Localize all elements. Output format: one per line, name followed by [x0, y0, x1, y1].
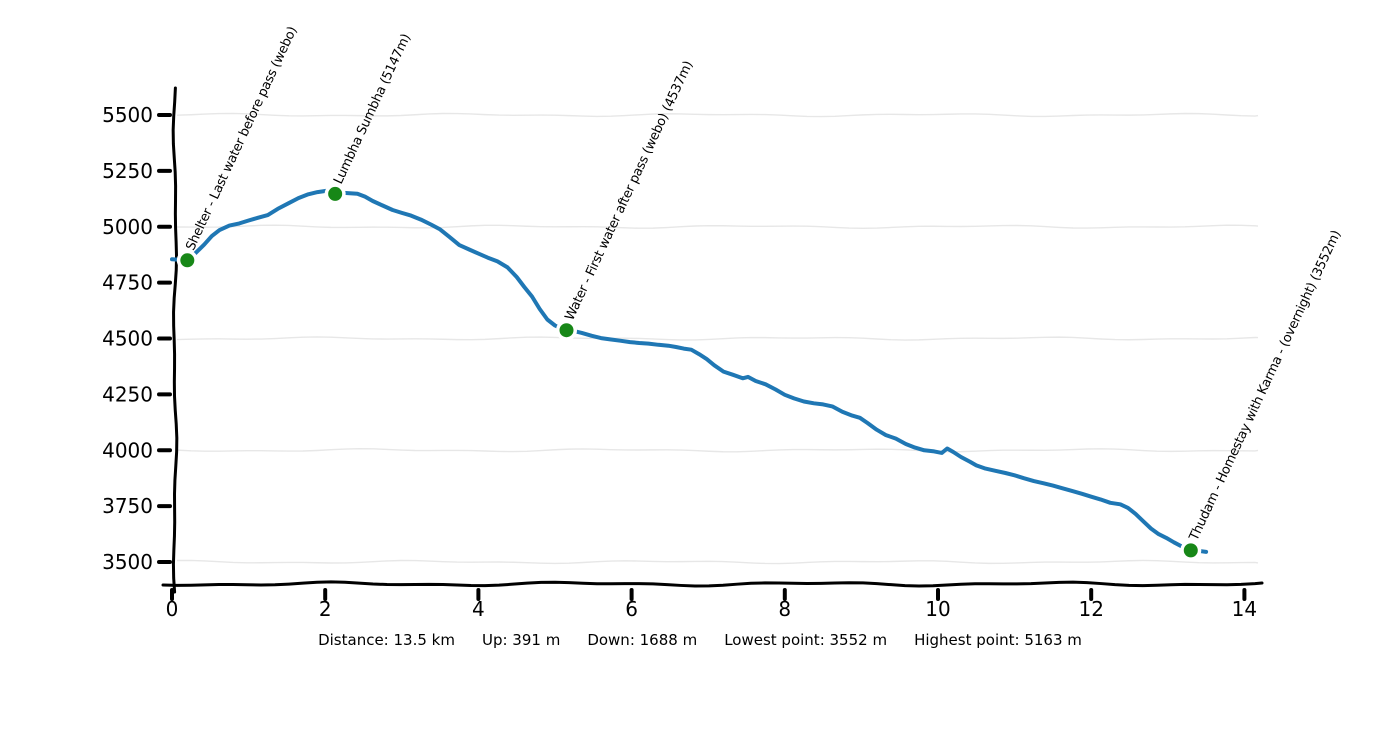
x-tick-label: 14: [1232, 597, 1257, 621]
y-tick-label: 5000: [102, 215, 153, 239]
y-tick-label: 3750: [102, 494, 153, 518]
gridline: [176, 336, 1259, 341]
waypoint-label: Thudam - Homestay with Karma - (overnigh…: [1186, 228, 1344, 544]
waypoint-marker: [328, 186, 343, 201]
stat-up: Up: 391 m: [481, 631, 561, 649]
stat-lowest-point: Lowest point: 3552 m: [724, 631, 888, 649]
waypoint-marker: [559, 323, 574, 338]
x-tick-label: 10: [925, 597, 950, 621]
stats-bar: Distance: 13.5 km Up: 391 m Down: 1688 m…: [0, 631, 1400, 649]
waypoint-label: Lumbha Sumbha (5147m): [331, 32, 414, 187]
stat-highest-point: Highest point: 5163 m: [914, 631, 1082, 649]
y-tick-label: 3500: [102, 550, 153, 574]
y-tick-label: 4750: [102, 271, 153, 295]
waypoint-label: Water - First water after pass (webo) (4…: [563, 59, 697, 323]
stat-distance: Distance: 13.5 km: [318, 631, 455, 649]
gridline: [176, 559, 1259, 565]
waypoint-label: Shelter - Last water before pass (webo): [183, 25, 300, 253]
waypoint-marker: [180, 253, 195, 268]
stat-down: Down: 1688 m: [587, 631, 698, 649]
gridline: [176, 112, 1259, 118]
y-axis-line: [171, 86, 179, 594]
elevation-line: [170, 188, 1209, 554]
waypoint-marker: [1183, 543, 1198, 558]
y-tick-label: 5250: [102, 159, 153, 183]
x-tick-label: 6: [625, 597, 638, 621]
y-tick-label: 4250: [102, 382, 153, 406]
x-tick-label: 4: [472, 597, 485, 621]
gridline: [176, 447, 1259, 453]
y-tick-label: 4000: [102, 438, 153, 462]
x-axis-line: [161, 580, 1264, 588]
x-tick-label: 0: [166, 597, 179, 621]
x-tick-label: 12: [1078, 597, 1103, 621]
x-tick-label: 2: [319, 597, 332, 621]
gridline: [176, 224, 1259, 230]
y-tick-label: 5500: [102, 103, 153, 127]
y-tick-label: 4500: [102, 327, 153, 351]
x-tick-label: 8: [778, 597, 791, 621]
